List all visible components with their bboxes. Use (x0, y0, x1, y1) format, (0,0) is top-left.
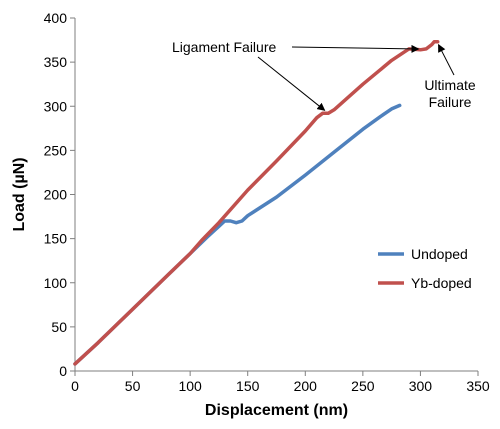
x-tick-label: 50 (125, 378, 141, 394)
annotation-ultimate-failure: Ultimate Failure (424, 77, 476, 110)
y-tick-label: 400 (44, 10, 68, 26)
y-tick-label: 0 (59, 363, 67, 379)
x-tick-label: 350 (466, 378, 490, 394)
y-tick-label: 300 (44, 98, 68, 114)
x-tick-label: 250 (351, 378, 375, 394)
x-tick-label: 100 (178, 378, 202, 394)
y-axis-title: Load (µN) (11, 157, 28, 231)
legend-label-undoped: Undoped (411, 246, 468, 262)
series-line-yb-doped (73, 40, 440, 366)
y-tick-label: 250 (44, 142, 68, 158)
y-tick-label: 150 (44, 231, 68, 247)
legend-label-yb-doped: Yb-doped (411, 275, 472, 291)
annotation-arrow-ultimate (438, 43, 455, 76)
annotation-ligament-failure: Ligament Failure (172, 39, 276, 55)
annotation-arrow-ligament-1 (257, 56, 326, 111)
annotation-arrow-ligament-2 (291, 44, 420, 53)
annotation-layer: Ligament Failure Ultimate Failure (172, 39, 476, 111)
annotation-ultimate-failure-line: Failure (429, 94, 472, 110)
series-layer (73, 40, 440, 366)
series-line-undoped (73, 103, 402, 366)
y-tick-label: 350 (44, 54, 68, 70)
x-tick-label: 200 (294, 378, 318, 394)
x-tick-label: 0 (71, 378, 79, 394)
axes: 0 50 100 150 200 250 300 350 0 50 100 150 200 250 300 3… (44, 10, 490, 394)
y-tick-label: 50 (51, 319, 67, 335)
legend: Undoped Yb-doped (378, 246, 472, 291)
x-tick-label: 150 (236, 378, 260, 394)
annotation-ultimate-failure-line: Ultimate (424, 77, 476, 93)
x-axis-title: Displacement (nm) (205, 402, 348, 419)
x-tick-label: 300 (409, 378, 433, 394)
y-tick-label: 200 (44, 187, 68, 203)
y-tick-label: 100 (44, 275, 68, 291)
